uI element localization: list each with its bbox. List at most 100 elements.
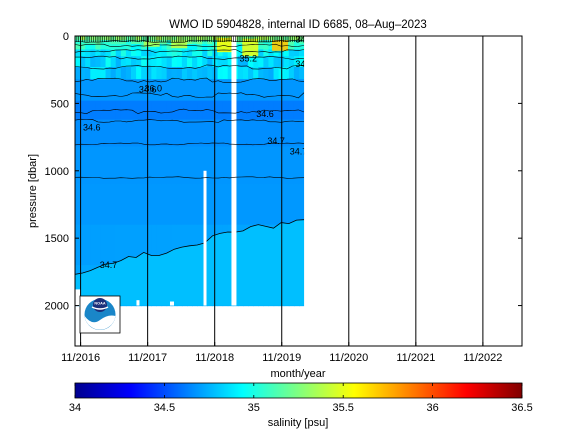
salinity-cell: [95, 36, 102, 41]
salinity-cell: [90, 67, 96, 80]
salinity-cell: [105, 184, 112, 226]
salinity-cell: [222, 100, 229, 121]
salinity-cell: [263, 56, 270, 68]
x-axis: 11/2016 11/2017 11/2018 11/2019 11/2020 11/20…: [61, 342, 502, 364]
contour-line: [75, 219, 305, 275]
salinity-cell: [202, 49, 208, 57]
salinity-cell: [293, 119, 300, 148]
salinity-cell: [90, 79, 96, 102]
salinity-cell: [80, 56, 86, 68]
salinity-cell: [242, 67, 249, 80]
salinity-cell: [202, 40, 208, 45]
salinity-cell: [217, 67, 224, 80]
salinity-cell: [120, 36, 127, 41]
salinity-cell: [120, 67, 127, 80]
salinity-cell: [237, 119, 244, 148]
salinity-cell: [268, 36, 275, 41]
salinity-cell: [186, 79, 193, 102]
salinity-cell: [95, 224, 102, 266]
salinity-cell: [75, 49, 81, 57]
contour-label: 34.6: [256, 109, 274, 119]
salinity-cell: [207, 79, 214, 102]
salinity-cell: [136, 56, 142, 68]
salinity-cell: [197, 184, 203, 226]
salinity-cell: [115, 40, 122, 45]
salinity-cell: [161, 67, 168, 80]
salinity-cell: [186, 49, 193, 57]
salinity-cell: [212, 49, 219, 57]
salinity-cell: [227, 184, 234, 226]
salinity-cell: [110, 49, 117, 57]
salinity-cell: [272, 40, 289, 51]
salinity-cell: [176, 224, 183, 266]
colorbar-gradient: [74, 382, 523, 399]
salinity-cell: [136, 100, 142, 121]
y-tick-label: 1000: [45, 166, 69, 178]
salinity-cell: [85, 44, 91, 51]
salinity-cell: [141, 36, 147, 41]
salinity-cell: [156, 119, 163, 148]
y-axis: 0 500 1000 1500 2000: [45, 31, 522, 313]
x-axis-label: month/year: [270, 368, 325, 380]
salinity-cell: [237, 100, 244, 121]
salinity-cell: [141, 184, 147, 226]
salinity-cell: [237, 40, 244, 45]
salinity-cell: [258, 67, 264, 80]
salinity-cell: [130, 49, 137, 57]
salinity-cell: [181, 36, 188, 41]
salinity-cell: [258, 40, 264, 45]
salinity-cell: [151, 100, 158, 121]
salinity-cell: [141, 49, 147, 57]
salinity-cell: [288, 79, 295, 102]
salinity-cell: [192, 79, 198, 102]
salinity-cell: [171, 67, 178, 80]
salinity-cell: [207, 184, 214, 226]
salinity-cell: [90, 184, 96, 226]
salinity-cell: [171, 40, 188, 49]
salinity-cell: [253, 184, 259, 226]
salinity-cell: [212, 119, 219, 148]
salinity-cell: [161, 224, 168, 266]
contour-line: [75, 49, 305, 53]
salinity-cell: [166, 224, 173, 266]
salinity-cell: [288, 40, 295, 45]
salinity-cell: [298, 44, 305, 51]
salinity-cell: [248, 67, 254, 80]
salinity-cell: [130, 67, 137, 80]
salinity-cell: [176, 100, 183, 121]
salinity-cell: [85, 56, 91, 68]
colorbar-tick-label: 34: [69, 402, 81, 414]
salinity-cell: [80, 100, 86, 121]
salinity-cell: [283, 49, 290, 57]
salinity-cell: [212, 67, 219, 80]
salinity-cell: [273, 146, 280, 185]
salinity-cell: [156, 146, 163, 185]
salinity-cell: [288, 36, 295, 41]
y-tick-label: 1500: [45, 233, 69, 245]
salinity-cell: [217, 146, 224, 185]
salinity-cell: [146, 119, 152, 148]
salinity-cell: [298, 79, 305, 102]
salinity-cell: [227, 49, 234, 57]
salinity-cell: [186, 224, 193, 266]
salinity-cell: [115, 67, 122, 80]
salinity-cell: [95, 44, 102, 51]
salinity-cell: [258, 49, 264, 57]
salinity-cell: [202, 44, 208, 51]
salinity-cell: [186, 146, 193, 185]
salinity-cell: [212, 146, 219, 185]
data-gap: [169, 301, 174, 306]
salinity-cell: [90, 224, 96, 266]
salinity-cell: [293, 44, 300, 51]
salinity-cell: [156, 224, 163, 266]
salinity-cell: [288, 44, 295, 51]
salinity-cell: [125, 184, 132, 226]
salinity-cell: [146, 100, 152, 121]
salinity-cell: [120, 44, 127, 51]
salinity-cell: [258, 100, 264, 121]
salinity-cell: [95, 146, 102, 185]
salinity-cell: [202, 79, 208, 102]
salinity-cell: [146, 67, 152, 80]
salinity-cell: [80, 79, 86, 102]
salinity-cell: [141, 56, 147, 68]
